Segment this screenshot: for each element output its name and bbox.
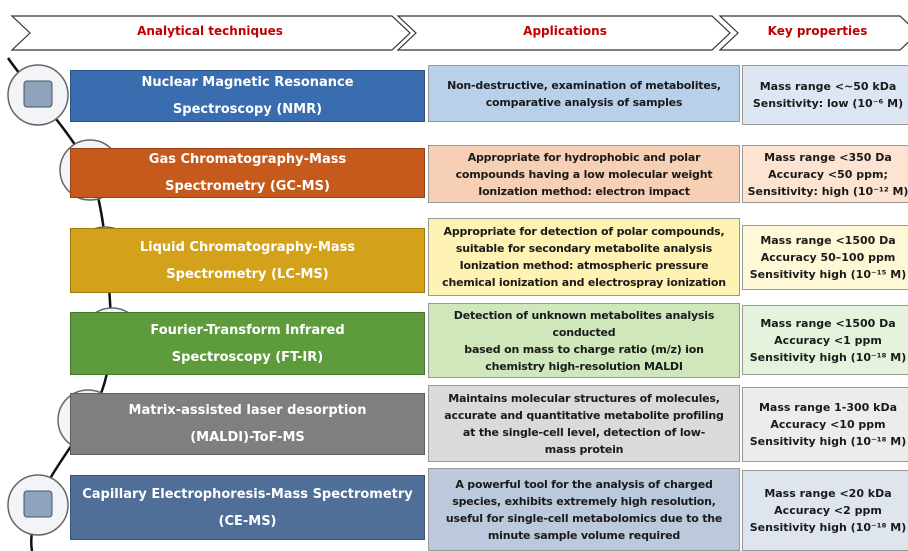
technique-box-line: Liquid Chromatography-Mass — [139, 239, 356, 255]
applications-box-line: Ionization method: atmospheric pressure — [459, 259, 709, 272]
properties-box-line: Accuracy <10 ppm — [770, 418, 886, 431]
properties-box-line: Sensitivity high (10⁻¹⁵ M) — [749, 268, 907, 281]
properties-box-line: Mass range <1500 Da — [760, 234, 896, 247]
applications-box-line: Ionization method: electron impact — [478, 184, 690, 198]
applications-box-line: conducted — [552, 325, 616, 339]
applications-box-line: Non-destructive, examination of metaboli… — [447, 78, 721, 92]
applications-box-line: minute sample volume required — [487, 528, 681, 542]
technique-box-line: Nuclear Magnetic Resonance — [141, 75, 354, 90]
applications-box: Detection of unknown metabolites analysi… — [428, 303, 740, 378]
technique-box-line: Capillary Electrophoresis-Mass Spectrome… — [82, 486, 413, 502]
header-arrow — [396, 15, 731, 51]
applications-box-line: Maintains molecular structures of molecu… — [448, 391, 720, 405]
properties-box: Mass range <350 Da Accuracy <50 ppm; Sensi… — [742, 145, 908, 203]
properties-box: Mass range <~50 kDa Sensitivity: low (10⁻… — [742, 65, 908, 125]
applications-box: A powerful tool for the analysis of char… — [428, 468, 740, 551]
applications-box-line: based on mass to charge ratio (m/z) ion — [464, 342, 704, 356]
applications-box: Appropriate for hydrophobic and polar com… — [428, 145, 740, 203]
properties-box-line: Accuracy 50–100 ppm — [760, 251, 896, 264]
technique-box: Gas Chromatography-Mass Spectrometry (GC-… — [70, 148, 425, 198]
instrument-shape — [23, 490, 53, 518]
technique-box: Fourier-Transform Infrared Spectroscopy (… — [70, 312, 425, 375]
properties-box: Mass range 1-300 kDa Accuracy <10 ppm Sens… — [742, 387, 908, 462]
properties-box: Mass range <1500 Da Accuracy <1 ppm Sensit… — [742, 305, 908, 375]
properties-box: Mass range <1500 Da Accuracy 50–100 ppm Se… — [742, 225, 908, 290]
applications-box: Non-destructive, examination of metaboli… — [428, 65, 740, 122]
technique-box: Nuclear Magnetic Resonance Spectroscopy (… — [70, 70, 425, 122]
properties-box-line: Sensitivity high (10⁻¹⁸ M) — [749, 435, 907, 448]
applications-box-line: A powerful tool for the analysis of char… — [455, 477, 713, 491]
properties-box-line: Mass range <350 Da — [764, 150, 892, 164]
technique-box-line: Spectroscopy (NMR) — [172, 102, 323, 117]
technique-box: Capillary Electrophoresis-Mass Spectrome… — [70, 475, 425, 540]
properties-box-line: Sensitivity high (10⁻¹⁸ M) — [749, 350, 907, 364]
properties-box-line: Sensitivity: low (10⁻⁶ M) — [752, 97, 904, 110]
applications-box-line: Appropriate for hydrophobic and polar — [467, 150, 701, 164]
technique-box: Liquid Chromatography-Mass Spectrometry (… — [70, 228, 425, 293]
applications-box-line: useful for single-cell metabolomics due … — [445, 511, 723, 525]
applications-box-line: Detection of unknown metabolites analysi… — [453, 308, 715, 322]
properties-box-line: Accuracy <1 ppm — [774, 333, 882, 347]
applications-box-line: chemical ionization and electrospray ion… — [442, 276, 726, 289]
header-label: Applications — [523, 24, 607, 38]
applications-box-line: comparative analysis of samples — [485, 95, 683, 109]
applications-box-line: Appropriate for detection of polar compo… — [443, 225, 725, 238]
technique-box-line: Spectroscopy (FT-IR) — [171, 349, 324, 365]
applications-box-line: chemistry high-resolution MALDI — [485, 359, 683, 373]
header-arrow — [718, 15, 908, 51]
applications-box-line: at the single-cell level, detection of l… — [462, 425, 706, 439]
applications-box-line: compounds having a low molecular weight — [455, 167, 713, 181]
technique-box: Matrix-assisted laser desorption (MALDI)-… — [70, 393, 425, 455]
applications-box-line: suitable for secondary metabolite analys… — [455, 242, 713, 255]
properties-box: Mass range <20 kDa Accuracy <2 ppm Sensiti… — [742, 470, 908, 551]
applications-box: Maintains molecular structures of molecu… — [428, 385, 740, 462]
properties-box-line: Mass range <~50 kDa — [759, 80, 897, 93]
properties-box-line: Mass range <1500 Da — [760, 316, 896, 330]
header-label: Analytical techniques — [137, 24, 283, 38]
instrument-shape — [23, 80, 53, 108]
technique-box-line: (MALDI)-ToF-MS — [190, 430, 305, 445]
properties-box-line: Mass range 1-300 kDa — [758, 401, 897, 414]
properties-box-line: Sensitivity: high (10⁻¹² M) — [747, 184, 908, 198]
properties-box-line: Mass range <20 kDa — [764, 487, 892, 500]
technique-box-line: (CE-MS) — [218, 513, 277, 529]
properties-box-line: Accuracy <50 ppm; — [768, 167, 888, 181]
applications-box-line: species, exhibits extremely high resolut… — [452, 494, 716, 508]
technique-box-line: Fourier-Transform Infrared — [150, 322, 345, 338]
applications-box: Appropriate for detection of polar compo… — [428, 218, 740, 296]
header-label: Key properties — [767, 24, 868, 38]
technique-box-line: Matrix-assisted laser desorption — [128, 403, 367, 418]
header-arrow — [10, 15, 411, 51]
applications-box-line: accurate and quantitative metabolite pro… — [444, 408, 724, 422]
applications-box-line: mass protein — [544, 442, 624, 456]
properties-box-line: Accuracy <2 ppm — [774, 504, 882, 517]
technique-box-line: Spectrometry (GC-MS) — [165, 179, 330, 194]
properties-box-line: Sensitivity high (10⁻¹⁸ M) — [749, 521, 907, 534]
technique-box-line: Gas Chromatography-Mass — [148, 152, 347, 167]
technique-box-line: Spectrometry (LC-MS) — [166, 266, 329, 282]
